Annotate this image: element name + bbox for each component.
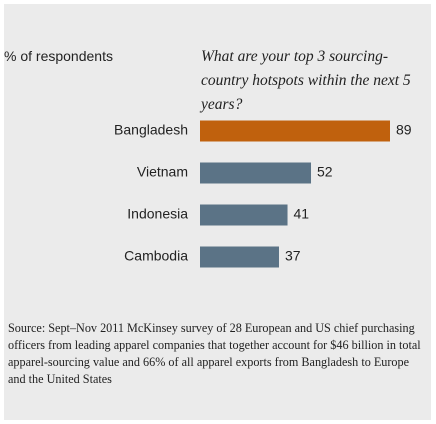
value-label: 52 (317, 164, 333, 180)
category-label: Indonesia (127, 206, 188, 222)
source-note: Source: Sept–Nov 2011 McKinsey survey of… (8, 321, 421, 386)
category-label: Cambodia (124, 248, 188, 264)
value-label: 37 (285, 248, 301, 264)
bar (200, 162, 312, 184)
axis-label: % of respondents (4, 48, 113, 64)
bar (200, 246, 279, 268)
bar (200, 204, 288, 226)
chart-title: What are your top 3 sourcing-country hot… (201, 48, 411, 113)
bar (200, 120, 390, 142)
value-label: 41 (294, 206, 310, 222)
category-label: Vietnam (137, 164, 188, 180)
category-label: Bangladesh (114, 122, 188, 138)
value-label: 89 (396, 122, 412, 138)
